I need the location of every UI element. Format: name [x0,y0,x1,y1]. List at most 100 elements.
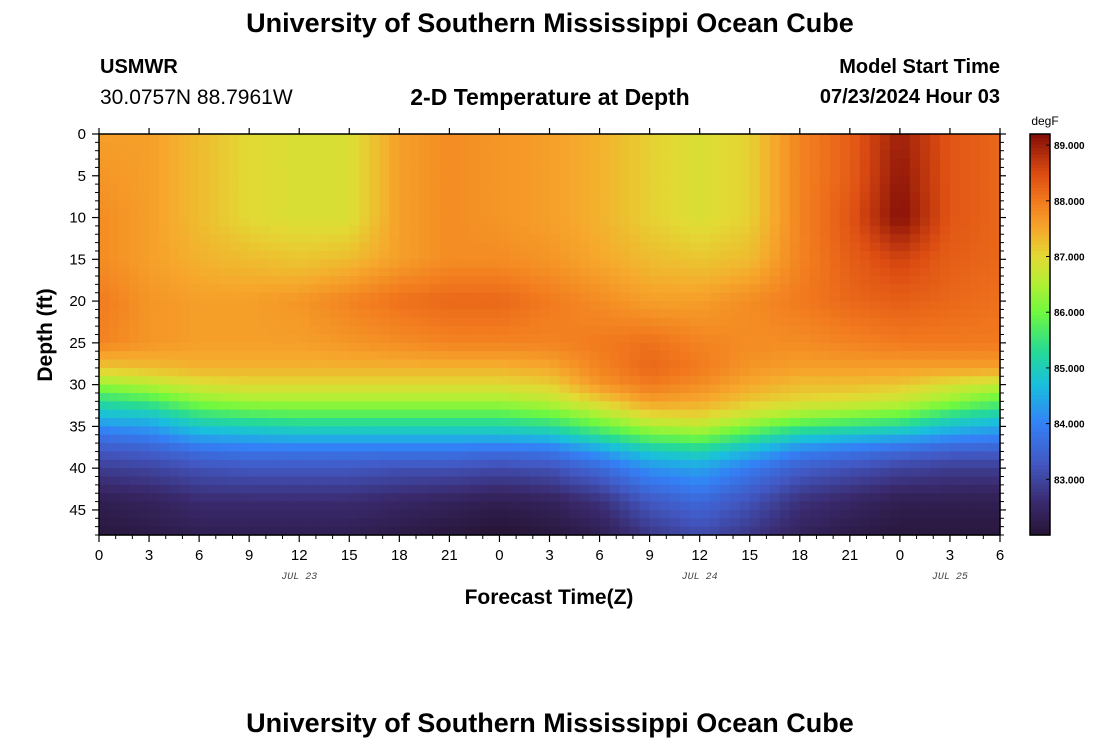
heatmap-cell [969,493,981,503]
heatmap-cell [649,150,661,160]
heatmap-cell [949,484,961,494]
heatmap-cell [719,484,731,494]
heatmap-cell [939,418,951,427]
heatmap-cell [529,259,541,269]
heatmap-cell [559,184,571,194]
heatmap-cell [779,426,791,436]
heatmap-cell [419,451,430,461]
heatmap-cell [829,484,841,494]
heatmap-cell [719,526,731,536]
heatmap-cell [609,276,621,285]
heatmap-cell [849,326,861,336]
heatmap-cell [919,526,931,536]
heatmap-cell [909,509,921,519]
heatmap-cell [969,225,981,235]
heatmap-cell [719,434,731,444]
colorbar-swatch [1030,401,1050,406]
heatmap-cell [779,142,791,152]
heatmap-cell [949,509,961,519]
heatmap-cell [379,184,390,194]
heatmap-cell [439,167,450,177]
heatmap-cell [859,359,871,369]
heatmap-cell [829,200,841,210]
heatmap-cell [499,259,511,269]
heatmap-cell [879,184,891,194]
heatmap-cell [499,225,511,235]
heatmap-cell [529,184,541,194]
heatmap-cell [289,376,300,386]
heatmap-cell [609,401,621,411]
heatmap-cell [769,376,781,386]
heatmap-cell [639,501,651,511]
heatmap-cell [589,134,601,143]
heatmap-cell [199,326,210,336]
heatmap-cell [499,217,511,227]
heatmap-cell [439,459,450,469]
heatmap-cell [99,142,110,152]
heatmap-cell [879,384,891,394]
heatmap-cell [809,284,821,294]
heatmap-cell [889,418,901,427]
heatmap-cell [799,526,811,536]
heatmap-cell [839,301,851,311]
heatmap-cell [119,518,130,528]
heatmap-cell [759,309,771,319]
heatmap-cell [699,142,711,152]
heatmap-cell [779,225,791,235]
heatmap-cell [759,259,771,269]
heatmap-cell [509,326,521,336]
heatmap-cell [529,459,541,469]
heatmap-cell [889,359,901,369]
heatmap-cell [959,250,971,260]
heatmap-cell [279,192,290,202]
heatmap-cell [909,267,921,277]
heatmap-cell [859,184,871,194]
heatmap-cell [779,434,791,444]
heatmap-cell [219,184,230,194]
heatmap-cell [429,309,440,319]
heatmap-cell [439,259,450,269]
heatmap-cell [259,250,270,260]
heatmap-cell [569,276,581,285]
heatmap-cell [469,234,481,244]
heatmap-cell [599,159,611,169]
heatmap-cell [729,434,741,444]
heatmap-cell [309,493,320,503]
heatmap-cell [319,334,330,344]
heatmap-cell [839,234,851,244]
heatmap-cell [769,334,781,344]
heatmap-cell [209,200,220,210]
heatmap-cell [169,384,180,394]
heatmap-cell [919,209,931,219]
heatmap-cell [239,409,250,419]
heatmap-cell [189,434,200,444]
heatmap-cell [299,493,310,503]
heatmap-cell [569,225,581,235]
heatmap-cell [399,250,410,260]
heatmap-cell [759,451,771,461]
heatmap-cell [539,234,551,244]
heatmap-cell [419,292,430,302]
heatmap-cell [909,259,921,269]
heatmap-cell [359,401,370,411]
heatmap-cell [449,518,460,528]
heatmap-cell [459,493,471,503]
heatmap-cell [679,184,691,194]
heatmap-cell [139,217,150,227]
heatmap-cell [409,418,420,427]
heatmap-cell [859,418,871,427]
heatmap-cell [989,484,1001,494]
heatmap-cell [339,367,350,377]
heatmap-cell [819,184,831,194]
heatmap-cell [239,217,250,227]
heatmap-cell [709,276,721,285]
heatmap-cell [599,200,611,210]
heatmap-cell [179,418,190,427]
heatmap-cell [809,418,821,427]
colorbar-swatch [1030,291,1050,295]
heatmap-cell [249,342,260,352]
heatmap-cell [289,468,300,478]
heatmap-cell [719,184,731,194]
heatmap-cell [589,225,601,235]
heatmap-cell [699,376,711,386]
